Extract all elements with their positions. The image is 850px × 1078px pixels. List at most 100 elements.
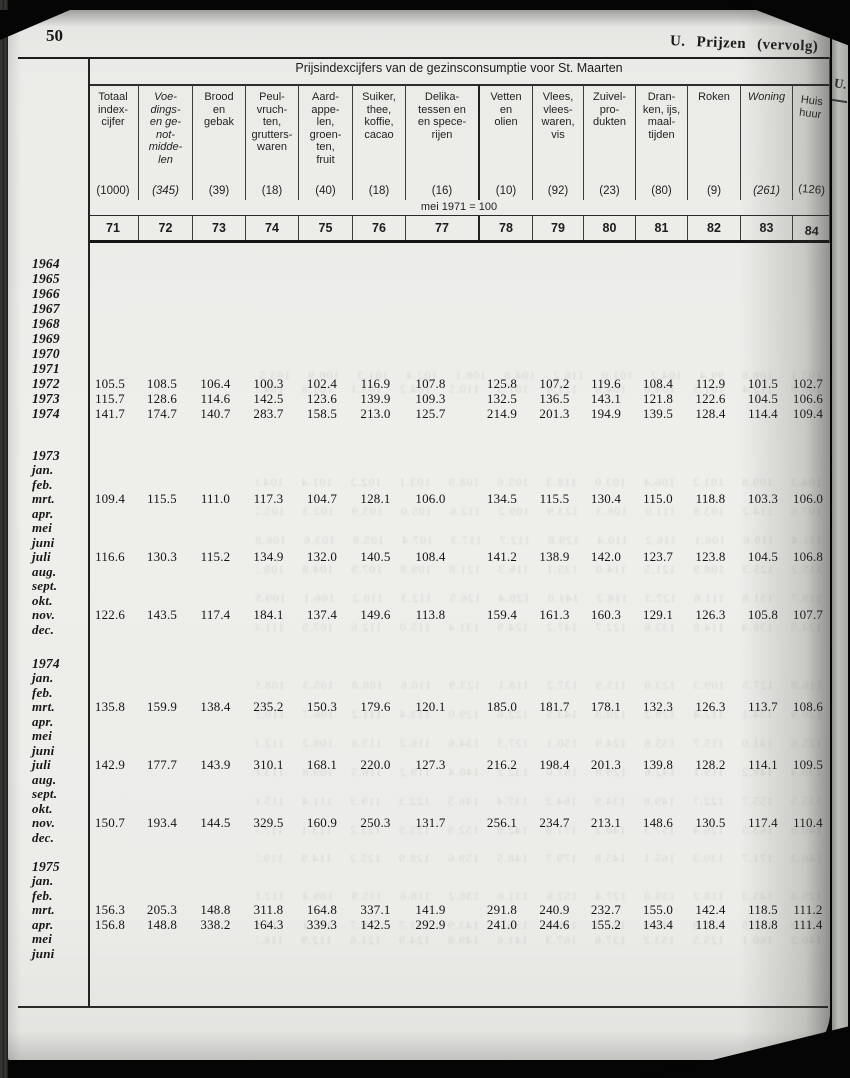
table-cell: 201.3 xyxy=(590,757,622,773)
table-cell: 181.7 xyxy=(539,699,570,715)
column-weight: (23) xyxy=(599,184,620,197)
row-label: jan. xyxy=(32,873,54,889)
table-cell: 116.6 xyxy=(95,549,125,565)
table-cell: 128.4 xyxy=(695,405,726,421)
column-header: Aard-appe-len, groen-ten, fruit (40) xyxy=(298,85,352,200)
table-row: jan. xyxy=(26,670,830,686)
column-number: 76 xyxy=(352,216,405,240)
table-cell: 142.0 xyxy=(590,549,622,565)
table-cell: 339.3 xyxy=(306,916,338,932)
table-cell: 106.0 xyxy=(792,491,824,507)
column-weight: (126) xyxy=(797,182,826,197)
column-number-text: 78 xyxy=(499,221,513,235)
table-cell: 108.4 xyxy=(415,549,446,565)
column-number-text: 74 xyxy=(265,221,279,235)
column-header: Peul-vruch-ten, grutters-waren (18) xyxy=(245,85,298,200)
row-label: apr. xyxy=(32,505,54,521)
table-row: feb. xyxy=(26,685,830,701)
table-cell: 213.0 xyxy=(360,405,391,421)
row-label: dec. xyxy=(32,829,55,845)
table-row: 1966 xyxy=(26,286,830,301)
table-cell: 109.3 xyxy=(415,390,446,406)
column-weight: (40) xyxy=(315,184,336,197)
row-label: 1969 xyxy=(32,330,60,346)
column-header: Totaal index-cijfer (1000) xyxy=(88,85,138,200)
table-cell: 120.1 xyxy=(415,699,446,715)
table-cell: 234.7 xyxy=(539,815,570,831)
table-cell: 106.8 xyxy=(792,549,824,565)
table-cell: 118.5 xyxy=(748,902,778,918)
row-label: mrt. xyxy=(32,902,55,918)
column-number: 78 xyxy=(478,216,532,240)
table-cell: 161.3 xyxy=(539,607,570,623)
column-number-text: 72 xyxy=(158,221,173,235)
table-row: 1973 115.7 128.6 114.6 142.5 123.6 139.9 109.3 1… xyxy=(26,391,830,406)
table-cell: 104.5 xyxy=(747,549,779,565)
table-row: nov. 122.6 143.5 117.4 184.1 137.4 149.6 113.8 1… xyxy=(26,607,830,623)
row-label: 1972 xyxy=(32,375,60,391)
column-header-label: Woning xyxy=(747,91,786,103)
column-number: 79 xyxy=(532,216,583,240)
table-cell: 139.9 xyxy=(360,390,391,406)
column-number: 82 xyxy=(687,216,740,240)
table-cell: 144.5 xyxy=(200,815,231,831)
table-cell: 110.4 xyxy=(793,815,823,831)
table-cell: 115.5 xyxy=(539,491,570,507)
row-label: aug. xyxy=(32,563,57,579)
table-cell: 177.7 xyxy=(146,757,178,773)
table-cell: 123.6 xyxy=(306,390,338,406)
table-cell: 149.6 xyxy=(360,607,391,623)
table-cell: 148.6 xyxy=(642,815,674,831)
table-cell: 132.5 xyxy=(486,390,518,406)
table-row: 1967 xyxy=(26,301,830,316)
column-header: Vlees, vlees-waren, vis (92) xyxy=(532,85,583,200)
row-label: dec. xyxy=(32,621,55,637)
table-row: sept. xyxy=(26,786,830,802)
row-label: nov. xyxy=(32,607,56,623)
table-cell: 142.4 xyxy=(695,902,726,918)
table-cell: 142.5 xyxy=(253,390,284,406)
table-row: dec. xyxy=(26,829,830,846)
row-label: mrt. xyxy=(32,699,55,715)
table-cell: 104.7 xyxy=(306,491,338,507)
table-cell: 116.9 xyxy=(360,375,391,391)
section-year-label: 1974 xyxy=(32,655,60,671)
page-stack-edge xyxy=(0,0,8,1078)
row-label: mrt. xyxy=(32,491,55,507)
table-cell: 160.9 xyxy=(306,815,338,831)
table-cell: 164.3 xyxy=(253,916,284,932)
column-header: Zuivel-pro-dukten (23) xyxy=(583,85,635,200)
table-row: 1971 xyxy=(26,361,830,376)
table-cell: 185.0 xyxy=(486,699,518,715)
table-cell: 250.3 xyxy=(360,815,391,831)
table-cell: 123.8 xyxy=(695,549,726,565)
row-label: 1970 xyxy=(32,345,60,361)
column-number-text: 75 xyxy=(318,221,333,235)
table-cell: 132.3 xyxy=(642,699,674,715)
table-cell: 111.2 xyxy=(793,902,823,918)
table-cell: 118.8 xyxy=(748,916,778,932)
column-number-text: 77 xyxy=(435,221,449,235)
table-cell: 143.5 xyxy=(146,607,178,623)
black-corner-top-right xyxy=(730,0,850,46)
column-number: 71 xyxy=(88,216,138,240)
table-cell: 160.3 xyxy=(590,607,622,623)
column-header-label: Delika-tessen en en spece-rijen xyxy=(417,91,467,141)
table-cell: 194.9 xyxy=(590,405,622,421)
section-year-label: 1973 xyxy=(32,447,60,463)
table-cell: 155.0 xyxy=(642,902,674,918)
row-label: mei xyxy=(32,931,53,947)
column-header: Suiker, thee, koffie, cacao (18) xyxy=(352,85,405,200)
table-cell: 214.9 xyxy=(486,405,518,421)
table-cell: 232.7 xyxy=(590,902,622,918)
table-row: okt. xyxy=(26,801,830,817)
table-row: aug. xyxy=(26,772,830,788)
table-cell: 102.4 xyxy=(306,375,338,391)
table-left-border xyxy=(88,57,90,1006)
table-row: mrt. 156.3 205.3 148.8 311.8 164.8 337.1 141.9 2… xyxy=(26,902,830,918)
table-cell: 128.2 xyxy=(695,757,726,773)
table-row: okt. xyxy=(26,593,830,609)
column-number: 80 xyxy=(583,216,635,240)
table-cell: 117.4 xyxy=(748,815,778,831)
